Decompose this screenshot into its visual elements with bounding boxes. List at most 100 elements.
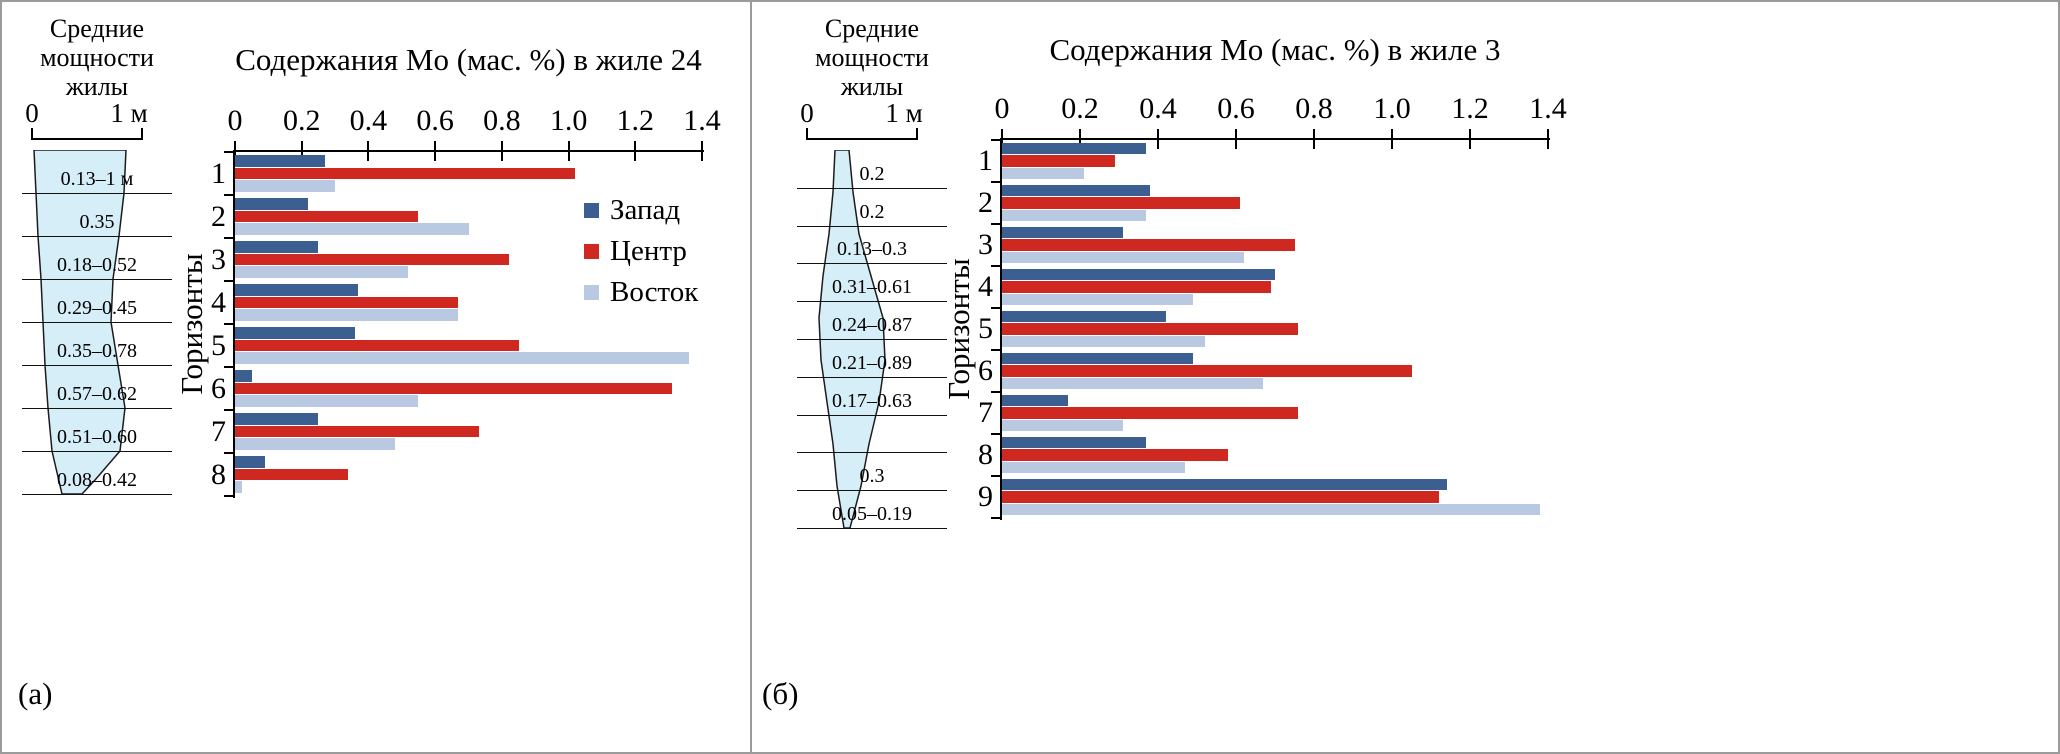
y-tick-mark [224,452,233,454]
y-tick-mark [991,265,1000,267]
y-axis-line [233,150,235,498]
vein-interval-label: 0.31–0.61 [832,276,912,299]
bar-east-h7 [235,438,396,450]
x-tick-label: 0.8 [483,104,521,137]
y-tick-mark [224,323,233,325]
legend-item: Восток [584,276,698,308]
bar-west-h4 [1002,268,1275,281]
y-category-label: 7 [211,414,226,448]
vein-interval-row: 0.29–0.45 [22,279,172,323]
y-tick-mark [224,409,233,411]
chart-title: Содержания Mo (мас. %) в жиле 24 [235,42,702,77]
vein-scale-tick [916,128,918,140]
bar-center-h7 [235,425,479,438]
legend-label: Центр [610,235,687,267]
bar-west-h2 [235,198,309,210]
bar-center-h6 [235,382,672,395]
y-tick-mark [991,307,1000,309]
y-category-label: 5 [211,328,226,362]
legend-label: Запад [610,194,681,226]
y-category-label: 3 [211,242,226,276]
bar-east-h3 [235,266,409,278]
y-tick-mark [224,495,233,497]
bar-center-h8 [1002,449,1229,461]
bar-center-h9 [1002,491,1439,503]
bar-east-h1 [1002,167,1084,180]
y-category-label: 7 [978,396,993,429]
y-category-label: 1 [211,156,226,190]
x-axis-line [233,150,704,152]
bar-center-h5 [235,339,519,352]
vein-interval-label: 0.29–0.45 [57,297,137,319]
vein-interval-row: 0.13–1 м [22,150,172,194]
y-tick-mark [991,517,1000,519]
y-tick-mark [224,194,233,196]
vein-interval-row: 0.51–0.60 [22,408,172,452]
x-tick-label: 0 [994,92,1010,125]
vein-title-line: жилы [840,72,904,101]
bar-center-h1 [235,167,576,180]
vein-scale-axis [32,138,142,140]
bar-west-h3 [1002,226,1123,239]
bar-east-h4 [235,309,459,321]
vein-interval-row [797,415,947,454]
bar-west-h6 [235,370,252,382]
bar-west-h1 [235,155,326,167]
bar-center-h2 [1002,197,1240,209]
vein-interval-label: 0.08–0.42 [57,469,137,491]
bar-east-h3 [1002,251,1244,264]
y-category-label: 2 [978,186,993,219]
bar-east-h6 [235,395,419,407]
vein-interval-row: 0.13–0.3 [797,226,947,265]
vein-interval-row: 0.3 [797,452,947,492]
bar-center-h6 [1002,365,1412,377]
vein-interval-row: 0.08–0.42 [22,451,172,495]
bar-center-h3 [235,253,509,266]
bar-east-h5 [1002,335,1205,348]
vein-interval-label: 0.51–0.60 [57,426,137,448]
bar-west-h4 [235,284,359,296]
vein-title-line: жилы [65,72,129,101]
y-category-label: 8 [211,457,226,491]
x-axis-line [1000,138,1550,140]
bar-center-h8 [235,468,349,481]
bar-west-h6 [1002,352,1194,365]
vein-interval-row: 0.2 [797,188,947,227]
legend-label: Восток [610,276,699,308]
vein-interval-row: 0.35–0.78 [22,322,172,366]
bar-west-h5 [1002,310,1166,323]
panel-divider [750,2,752,752]
bar-west-h8 [1002,436,1147,449]
vein-interval-row: 0.2 [797,150,947,189]
chart-legend: Запад Центр Восток [584,194,698,317]
x-tick-label: 0.2 [282,104,321,137]
vein-scale-zero-label: 0 [25,98,39,128]
legend-swatch-center [584,243,599,259]
y-category-label: 3 [978,228,993,261]
x-tick-label: 0.6 [1217,92,1255,125]
x-tick-label: 1.4 [1529,92,1567,125]
vein-scale-tick [806,128,808,140]
bar-center-h4 [235,296,459,309]
bar-east-h5 [235,352,689,364]
legend-swatch-west [584,202,599,218]
bar-center-h7 [1002,407,1299,419]
vein-interval-row: 0.31–0.61 [797,263,947,303]
y-category-label: 4 [211,285,226,319]
vein-scale-tick [141,128,143,140]
bar-east-h1 [235,180,336,192]
vein-interval-row: 0.57–0.62 [22,365,172,409]
vein-title-line: Средние [49,14,145,43]
y-tick-mark [991,433,1000,435]
vein-interval-row: 0.24–0.87 [797,301,947,340]
x-tick-label: 0.6 [416,104,454,137]
vein-interval-row: 0.21–0.89 [797,339,947,378]
bar-east-h9 [1002,503,1541,516]
bar-west-h7 [235,413,319,425]
y-tick-mark [224,237,233,239]
y-category-label: 9 [978,480,993,513]
bar-center-h3 [1002,239,1295,251]
x-tick-label: 1.0 [1373,92,1411,125]
legend-swatch-east [584,284,599,300]
